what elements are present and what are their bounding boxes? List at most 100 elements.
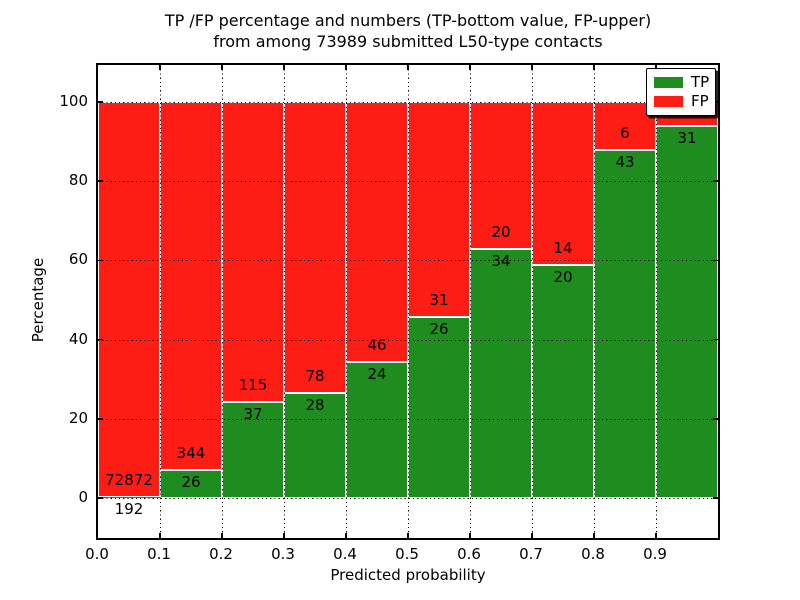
tp-bar-segment: [98, 496, 160, 498]
tp-count-label: 20: [553, 268, 573, 287]
x-tick-mark: [283, 533, 285, 538]
x-axis-label: Predicted probability: [330, 566, 486, 584]
y-tick-mark: [713, 418, 718, 420]
fp-bar-segment: [98, 102, 160, 497]
fp-bar-segment: [408, 102, 470, 318]
y-tick-mark: [713, 497, 718, 499]
tp-count-label: 26: [429, 320, 449, 339]
tp-count-label: 43: [615, 153, 635, 172]
fp-count-label: 46: [367, 336, 387, 355]
tp-bar-segment: [160, 470, 222, 498]
legend-label-tp: TP: [691, 73, 710, 91]
fp-count-label: 344: [176, 444, 206, 463]
x-tick-mark: [407, 533, 409, 538]
x-tick-label: 0.5: [395, 545, 419, 563]
x-tick-label: 0.4: [333, 545, 357, 563]
x-tick-label: 0.1: [147, 545, 171, 563]
fp-bar-segment: [532, 102, 594, 266]
y-tick-label: 20: [68, 408, 88, 427]
x-tick-label: 0.2: [209, 545, 233, 563]
legend-entry-tp: TP: [654, 75, 715, 90]
fp-count-label: 72872: [105, 470, 153, 489]
x-tick-mark: [345, 533, 347, 538]
tp-bar-segment: [222, 401, 284, 498]
x-tick-label: 0.0: [85, 545, 109, 563]
tp-count-label: 24: [367, 365, 387, 384]
x-gridline: [407, 65, 409, 538]
y-tick-mark: [98, 259, 103, 262]
fp-bar-segment: [470, 102, 532, 249]
x-gridline: [283, 65, 285, 538]
tp-legend-swatch-icon: [654, 77, 683, 88]
legend: TP FP: [646, 68, 716, 116]
x-gridline: [531, 65, 533, 538]
y-gridline: [98, 339, 718, 341]
y-gridline: [98, 418, 718, 420]
y-tick-mark: [713, 338, 718, 341]
fp-count-label: 20: [491, 222, 511, 241]
x-tick-mark: [531, 65, 533, 70]
y-gridline: [98, 260, 718, 262]
y-tick-mark: [98, 497, 103, 499]
chart-title-line1: TP /FP percentage and numbers (TP-bottom…: [164, 11, 652, 30]
fp-legend-swatch-icon: [654, 96, 683, 107]
y-tick-mark: [98, 101, 103, 103]
x-gridline: [655, 65, 657, 538]
y-tick-mark: [713, 180, 718, 182]
x-tick-mark: [159, 65, 161, 70]
y-axis-label: Percentage: [29, 257, 47, 343]
x-tick-mark: [655, 533, 657, 538]
x-tick-mark: [469, 65, 471, 70]
x-tick-mark: [407, 65, 409, 70]
fp-count-label: 6: [620, 124, 630, 143]
y-tick-label: 80: [68, 171, 88, 190]
x-gridline: [221, 65, 223, 538]
y-tick-mark: [98, 338, 103, 341]
x-tick-mark: [593, 533, 595, 538]
y-gridline: [98, 102, 718, 103]
x-tick-mark: [593, 65, 595, 70]
chart-title-line2: from among 73989 submitted L50-type cont…: [213, 32, 603, 52]
tp-count-label: 28: [305, 396, 325, 415]
tp-count-label: 31: [677, 129, 697, 147]
chart-title: TP /FP percentage and numbers (TP-bottom…: [96, 10, 720, 52]
y-tick-mark: [713, 259, 718, 262]
tp-count-label: 192: [114, 499, 144, 518]
y-tick-label: 40: [68, 329, 88, 348]
legend-label-fp: FP: [691, 92, 709, 110]
y-tick-label: 60: [68, 250, 88, 269]
tp-bar-segment: [532, 265, 594, 498]
x-gridline: [469, 65, 471, 538]
tp-bar-segment: [656, 126, 718, 498]
fp-bar-segment: [594, 102, 656, 151]
y-tick-mark: [98, 418, 103, 420]
x-tick-label: 0.3: [271, 545, 295, 563]
tp-count-label: 37: [243, 404, 263, 423]
x-gridline: [593, 65, 595, 538]
tp-bar-segment: [594, 150, 656, 498]
x-gridline: [345, 65, 347, 538]
y-gridline: [98, 181, 718, 183]
y-tick-label: 100: [59, 92, 88, 110]
x-tick-mark: [531, 533, 533, 538]
x-tick-label: 0.8: [581, 545, 605, 563]
x-tick-label: 0.7: [519, 545, 543, 563]
tp-bar-segment: [408, 317, 470, 498]
x-tick-mark: [655, 65, 657, 70]
fp-count-label: 14: [553, 239, 573, 258]
tp-count-label: 34: [491, 251, 511, 270]
fp-bar-segment: [284, 102, 346, 394]
x-tick-label: 0.6: [457, 545, 481, 563]
plot-area: TP FP 72872 192 344 26 115 37 78 28 46 24 31 26 20 34…: [96, 63, 720, 540]
tp-bar-segment: [470, 248, 532, 498]
x-tick-mark: [221, 65, 223, 70]
tp-bar-segment: [346, 362, 408, 498]
y-tick-mark: [98, 180, 103, 182]
legend-entry-fp: FP: [654, 94, 715, 109]
fp-bar-segment: [222, 102, 284, 402]
fp-bar-segment: [346, 102, 408, 363]
y-tick-label: 0: [78, 488, 88, 506]
x-tick-mark: [345, 65, 347, 70]
x-tick-mark: [283, 65, 285, 70]
